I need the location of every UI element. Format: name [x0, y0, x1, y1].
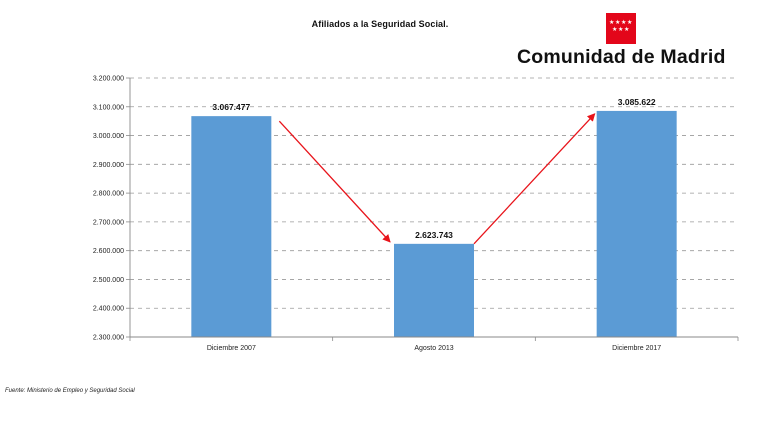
logo-text: Comunidad de Madrid	[517, 46, 726, 68]
x-axis-labels: Diciembre 2007 Agosto 2013 Diciembre 2017	[207, 345, 661, 352]
comunidad-de-madrid-logo: ★★★★ ★★★ Comunidad de Madrid	[517, 13, 726, 69]
bar	[394, 243, 474, 337]
madrid-flag-icon: ★★★★ ★★★	[606, 13, 636, 44]
up-arrow	[473, 113, 596, 245]
y-tick-label: 2.500.000	[93, 277, 124, 284]
y-tick-label: 2.800.000	[93, 191, 124, 198]
trend-arrows	[278, 113, 596, 245]
x-tick-label: Diciembre 2017	[612, 345, 661, 352]
y-tick-label: 3.100.000	[93, 104, 124, 111]
x-tick-label: Agosto 2013	[414, 345, 453, 352]
data-label: 3.085.622	[618, 97, 656, 107]
bar	[191, 116, 272, 337]
y-axis-ticks: 2.300.000 2.400.000 2.500.000 2.600.000 2.70…	[93, 76, 130, 342]
source-note: Fuente: Ministerio de Empleo y Seguridad…	[5, 388, 135, 394]
data-labels: 3.067.477 2.623.743 3.085.622	[212, 97, 655, 240]
y-tick-label: 2.300.000	[93, 335, 124, 342]
bars	[191, 110, 677, 338]
y-tick-label: 2.700.000	[93, 219, 124, 226]
bar	[596, 110, 677, 338]
y-tick-label: 3.200.000	[93, 76, 124, 83]
y-tick-label: 3.000.000	[93, 133, 124, 140]
y-tick-label: 2.900.000	[93, 162, 124, 169]
down-arrow	[278, 120, 391, 243]
chart-title: Afiliados a la Seguridad Social.	[311, 19, 449, 29]
axes	[129, 78, 739, 341]
y-tick-label: 2.600.000	[93, 248, 124, 255]
x-tick-label: Diciembre 2007	[207, 345, 256, 352]
y-tick-label: 2.400.000	[93, 306, 124, 313]
data-label: 3.067.477	[212, 102, 250, 112]
data-label: 2.623.743	[415, 230, 453, 240]
